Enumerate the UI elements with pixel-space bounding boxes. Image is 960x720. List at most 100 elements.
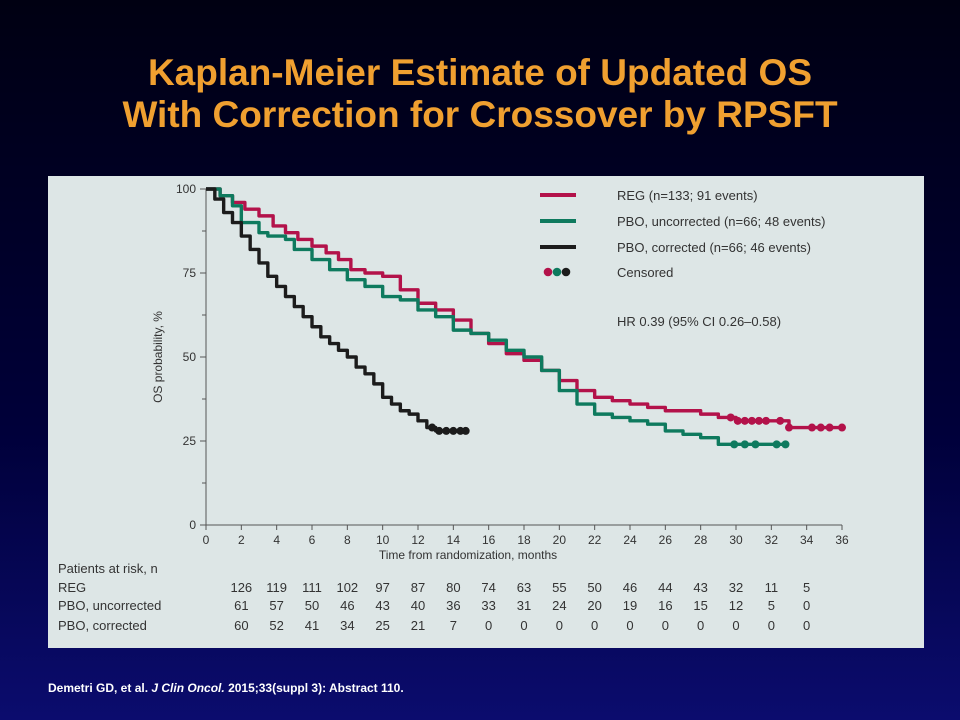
pbo_uncorrected-censor-mark [781,440,790,449]
x-tick-label: 24 [623,533,637,547]
reg-censor-mark [740,416,749,425]
y-tick-label: 25 [183,434,197,448]
risk-table-cell: 31 [517,598,531,613]
risk-table-cell: 57 [269,598,283,613]
risk-table-cell: 19 [623,598,637,613]
y-tick-label: 75 [183,266,197,280]
x-tick-label: 32 [765,533,779,547]
risk-table-cell: 50 [587,580,601,595]
risk-table-cell: 41 [305,618,319,633]
risk-table-cell: 44 [658,580,672,595]
pbo_corrected-censor-mark [442,426,451,435]
risk-table-cell: 32 [729,580,743,595]
x-tick-label: 10 [376,533,390,547]
risk-table-cell: 43 [375,598,389,613]
pbo_uncorrected-censor-mark [751,440,760,449]
risk-table-cell: 40 [411,598,425,613]
risk-table-cell: 16 [658,598,672,613]
risk-table-row-label: PBO, corrected [58,618,147,633]
title-line-2: With Correction for Crossover by RPSFT [122,94,838,135]
risk-table-header: Patients at risk, n [58,561,158,576]
risk-table-cell: 20 [587,598,601,613]
risk-table-cell: 43 [693,580,707,595]
x-tick-label: 20 [553,533,567,547]
risk-table-cell: 0 [520,618,527,633]
pbo_corrected-curve [206,187,463,433]
risk-table-cell: 0 [697,618,704,633]
x-tick-label: 18 [517,533,531,547]
risk-table-cell: 126 [230,580,252,595]
risk-table-cell: 15 [693,598,707,613]
risk-table-cell: 97 [375,580,389,595]
risk-table-cell: 0 [626,618,633,633]
reg-censor-mark [726,413,735,422]
pbo_corrected-censor-mark [449,426,458,435]
citation-details: 2015;33(suppl 3): Abstract 110. [228,681,404,695]
pbo_uncorrected-censor-mark [730,440,739,449]
x-tick-label: 12 [411,533,425,547]
risk-table-cell: 0 [803,598,810,613]
risk-table-cell: 0 [732,618,739,633]
risk-table-cell: 0 [662,618,669,633]
risk-table-cell: 7 [450,618,457,633]
x-tick-label: 28 [694,533,708,547]
x-tick-label: 22 [588,533,602,547]
legend-label-pbo_uncorrected: PBO, uncorrected (n=66; 48 events) [617,214,825,229]
x-tick-label: 2 [238,533,245,547]
pbo_uncorrected-censor-mark [740,440,749,449]
risk-table-cell: 11 [765,580,779,595]
reg-censor-mark [785,423,793,432]
risk-table-cell: 119 [266,580,287,595]
y-tick-label: 50 [183,350,197,364]
citation-journal: J Clin Oncol. [151,681,225,695]
risk-table-cell: 24 [552,598,566,613]
title-line-1: Kaplan-Meier Estimate of Updated OS [147,52,813,93]
risk-table-cell: 0 [768,618,775,633]
risk-table-cell: 87 [411,580,425,595]
risk-table-cell: 5 [768,598,775,613]
legend-label-reg: REG (n=133; 91 events) [617,188,758,203]
risk-table-cell: 111 [302,580,322,595]
pbo_uncorrected-curve [206,187,789,447]
risk-table-cell: 21 [411,618,425,633]
risk-table-cell: 102 [336,580,358,595]
risk-table-cell: 55 [552,580,566,595]
reg-censor-mark [776,416,785,425]
x-tick-label: 14 [447,533,461,547]
reg-censor-mark [838,423,846,432]
y-tick-label: 0 [189,518,196,532]
risk-table-cell: 0 [803,618,810,633]
citation-authors: Demetri GD, et al. [48,681,149,695]
risk-table-cell: 50 [305,598,319,613]
legend-label-pbo_corrected: PBO, corrected (n=66; 46 events) [617,240,811,255]
risk-table-cell: 60 [234,618,248,633]
risk-table-cell: 5 [803,580,810,595]
risk-table-row-label: REG [58,580,86,595]
risk-table-cell: 52 [269,618,283,633]
reg-censor-mark [807,423,816,432]
pbo_corrected-censor-mark [435,426,444,435]
x-tick-label: 16 [482,533,496,547]
km-figure-panel: 0 25 50 75 100 0 2 4 6 8 10 12 14 16 18 20 22 24 26 28 30 32 3… [48,176,924,648]
citation: Demetri GD, et al. J Clin Oncol. 2015;33… [48,681,404,695]
x-tick-label: 4 [273,533,280,547]
legend-censored-dot-pbo_uncorrected [552,267,562,277]
x-tick-label: 8 [344,533,351,547]
risk-table-cell: 25 [375,618,389,633]
x-tick-label: 0 [203,533,210,547]
risk-table-cell: 80 [446,580,460,595]
risk-table-cell: 33 [481,598,495,613]
hazard-ratio-annotation: HR 0.39 (95% CI 0.26–0.58) [617,314,781,329]
x-tick-label: 30 [729,533,743,547]
risk-table-row-label: PBO, uncorrected [58,598,161,613]
x-tick-label: 26 [659,533,673,547]
risk-table-cell: 74 [481,580,495,595]
risk-table-cell: 34 [340,618,354,633]
risk-table-cell: 36 [446,598,460,613]
risk-table-cell: 46 [623,580,637,595]
risk-table-cell: 0 [591,618,598,633]
risk-table-cell: 0 [485,618,492,633]
x-tick-label: 36 [835,533,849,547]
reg-censor-mark [825,423,834,432]
